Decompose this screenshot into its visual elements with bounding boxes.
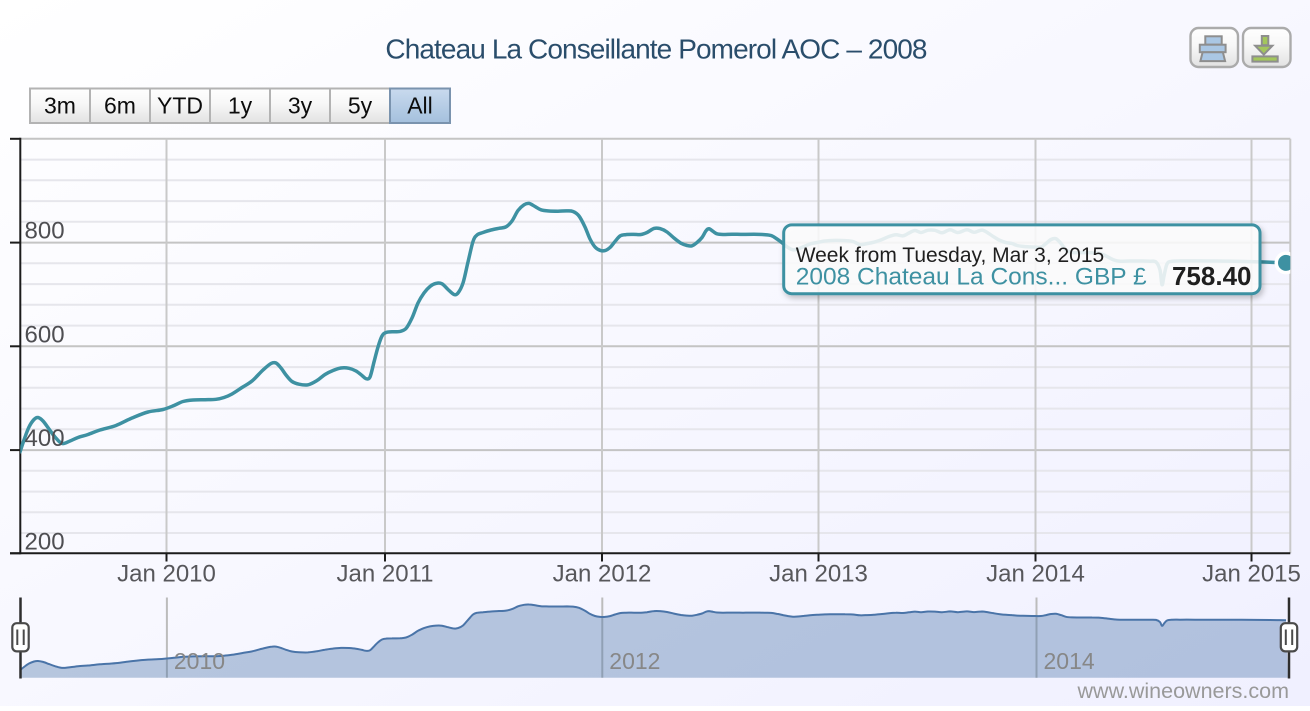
- svg-text:200: 200: [25, 528, 65, 555]
- svg-text:2008 Chateau La Cons... GBP £: 2008 Chateau La Cons... GBP £: [796, 264, 1147, 291]
- svg-text:Jan 2011: Jan 2011: [337, 561, 434, 588]
- svg-text:600: 600: [25, 321, 65, 348]
- svg-text:YTD: YTD: [157, 93, 203, 119]
- svg-text:Jan 2013: Jan 2013: [769, 561, 868, 588]
- svg-text:Jan 2015: Jan 2015: [1202, 561, 1301, 588]
- svg-text:5y: 5y: [348, 93, 373, 119]
- svg-text:3m: 3m: [44, 93, 76, 119]
- svg-text:3y: 3y: [288, 93, 313, 119]
- svg-text:400: 400: [25, 425, 65, 452]
- svg-text:2010: 2010: [174, 648, 225, 674]
- svg-text:6m: 6m: [104, 93, 136, 119]
- svg-text:www.wineowners.com: www.wineowners.com: [1077, 679, 1289, 703]
- svg-text:2014: 2014: [1044, 648, 1095, 674]
- svg-text:758.40: 758.40: [1172, 261, 1252, 291]
- svg-text:800: 800: [25, 218, 65, 245]
- svg-text:1y: 1y: [228, 93, 253, 119]
- svg-text:Jan 2010: Jan 2010: [117, 561, 216, 588]
- svg-text:Week from Tuesday, Mar 3, 2015: Week from Tuesday, Mar 3, 2015: [796, 244, 1105, 267]
- svg-text:Chateau La Conseillante Pomero: Chateau La Conseillante Pomerol AOC – 20…: [385, 34, 927, 65]
- svg-text:2012: 2012: [609, 648, 660, 674]
- svg-text:Jan 2014: Jan 2014: [986, 561, 1085, 588]
- svg-text:All: All: [407, 93, 433, 119]
- svg-text:Jan 2012: Jan 2012: [553, 561, 652, 588]
